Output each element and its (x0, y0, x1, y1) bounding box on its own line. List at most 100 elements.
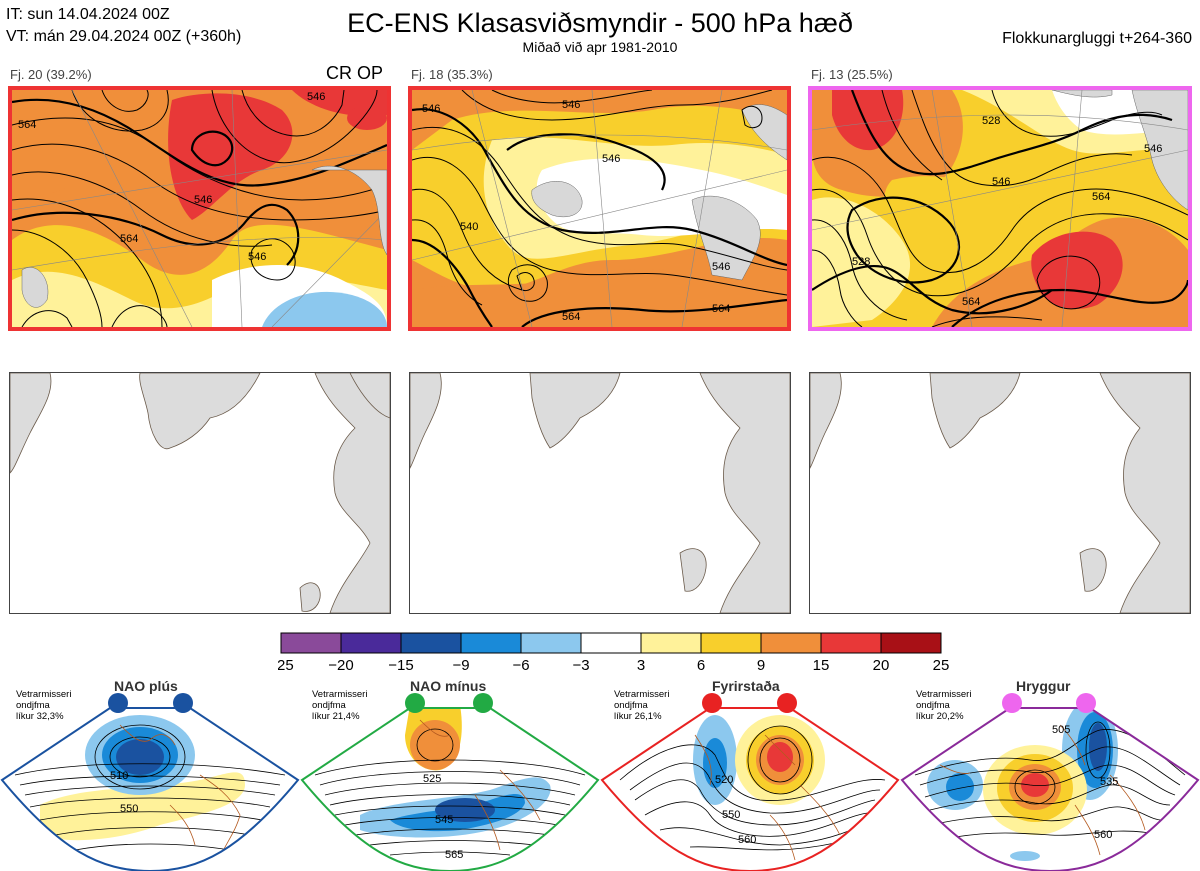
control-map-2[interactable] (409, 372, 791, 614)
legend-tick-label: 9 (757, 657, 765, 674)
contour-label: 546 (422, 103, 440, 115)
cluster-map-1[interactable]: 564 546 546 564 546 (8, 86, 391, 331)
regime-note-line: Vetrarmisseri (312, 689, 368, 700)
cluster-map-2-graphic: 546 546 540 546 546 564 564 (412, 90, 787, 327)
legend-color-box (520, 632, 582, 654)
contour-label: 528 (852, 256, 870, 268)
contour-label: 564 (1092, 191, 1110, 203)
contour-label: 564 (562, 311, 580, 323)
contour-label: 550 (120, 803, 138, 815)
regime-note: Vetrarmisseri ondjfma líkur 32,3% (16, 689, 71, 722)
contour-label: 560 (1094, 829, 1112, 841)
valid-time: VT: mán 29.04.2024 00Z (+360h) (6, 28, 242, 45)
control-map-1[interactable] (9, 372, 391, 614)
cluster-map-3[interactable]: 528 546 564 546 528 564 (808, 86, 1192, 331)
legend-color-box (640, 632, 702, 654)
coastline-map-2 (410, 373, 790, 613)
regime-map-4: 505 535 560 (900, 693, 1200, 871)
contour-label: 510 (110, 770, 128, 782)
contour-label: 560 (738, 834, 756, 846)
legend-tick-label: 20 (873, 657, 890, 674)
contour-label: 565 (445, 849, 463, 861)
cluster-1-label: Fj. 20 (39.2%) (10, 67, 92, 82)
contour-label: 564 (18, 119, 36, 131)
regime-note-line: ondjfma (916, 700, 950, 711)
contour-label: 564 (712, 303, 730, 315)
anomaly-color-legend: −25 −20 −15 −9 −6 −3 3 6 9 15 20 25 (278, 632, 950, 674)
legend-tick-label: −20 (328, 657, 353, 674)
contour-label: 564 (962, 296, 980, 308)
contour-label: 550 (722, 809, 740, 821)
legend-color-box (340, 632, 402, 654)
contour-label: 535 (1100, 776, 1118, 788)
regime-note-line: ondjfma (312, 700, 346, 711)
contour-label: 546 (194, 194, 212, 206)
contour-label: 546 (992, 176, 1010, 188)
cluster-3-label: Fj. 13 (25.5%) (811, 67, 893, 82)
cluster-map-3-graphic: 528 546 564 546 528 564 (812, 90, 1188, 327)
control-map-3[interactable] (809, 372, 1191, 614)
contour-label: 520 (715, 774, 733, 786)
regime-nao-minus[interactable]: NAO mínus Vetrarmisseri ondjfma líkur 21… (300, 675, 600, 871)
regime-note: Vetrarmisseri ondjfma líkur 21,4% (312, 689, 367, 722)
cluster-2-label: Fj. 18 (35.3%) (411, 67, 493, 82)
contour-label: 528 (982, 115, 1000, 127)
contour-label: 546 (307, 91, 325, 103)
legend-color-box (280, 632, 342, 654)
legend-tick-label: −25 (278, 657, 294, 674)
regime-blocking[interactable]: Fyrirstaða Vetrarmisseri ondjfma líkur 2… (600, 675, 900, 871)
regime-note-line: ondjfma (16, 700, 50, 711)
regime-note-line: líkur 21,4% (312, 711, 360, 722)
regime-note-line: Vetrarmisseri (916, 689, 972, 700)
regime-title: NAO plús (114, 678, 178, 694)
regime-note-line: líkur 32,3% (16, 711, 64, 722)
contour-label: 546 (1144, 143, 1162, 155)
legend-tick-label: −9 (452, 657, 469, 674)
regime-note-line: ondjfma (614, 700, 648, 711)
regime-map-3: 520 550 560 (600, 693, 900, 871)
init-time: IT: sun 14.04.2024 00Z (6, 6, 170, 23)
legend-tick-label: −6 (512, 657, 529, 674)
cluster-1-tag: CR OP (326, 63, 384, 83)
legend-tick-label: 15 (813, 657, 830, 674)
cluster-map-1-graphic: 564 546 546 564 546 (12, 90, 387, 327)
regime-note-line: Vetrarmisseri (614, 689, 670, 700)
regime-note-line: líkur 26,1% (614, 711, 662, 722)
regime-map-1: 510 550 (0, 693, 300, 871)
legend-tick-label: 3 (637, 657, 645, 674)
regime-map-2: 525 545 565 (300, 693, 600, 871)
page-subtitle: Miðað við apr 1981-2010 (522, 39, 678, 55)
contour-label: 546 (602, 153, 620, 165)
contour-label: 564 (120, 233, 138, 245)
legend-color-box (760, 632, 822, 654)
contour-label: 525 (423, 773, 441, 785)
cluster-window: Flokkunargluggi t+264-360 (1002, 30, 1192, 47)
cluster-map-2[interactable]: 546 546 540 546 546 564 564 (408, 86, 791, 331)
legend-tick-label: −3 (572, 657, 589, 674)
regime-note: Vetrarmisseri ondjfma líkur 26,1% (614, 689, 669, 722)
legend-tick-label: 25 (933, 657, 950, 674)
regime-note: Vetrarmisseri ondjfma líkur 20,2% (916, 689, 971, 722)
regime-title: Fyrirstaða (712, 678, 780, 694)
contour-label: 505 (1052, 724, 1070, 736)
contour-label: 546 (712, 261, 730, 273)
legend-color-box (580, 632, 642, 654)
regime-title: NAO mínus (410, 678, 487, 694)
regime-note-line: Vetrarmisseri (16, 689, 72, 700)
contour-label: 545 (435, 814, 453, 826)
legend-color-box (700, 632, 762, 654)
legend-tick-label: −15 (388, 657, 413, 674)
contour-label: 546 (248, 251, 266, 263)
regime-nao-plus[interactable]: NAO plús Vetrarmisseri ondjfma líkur 32,… (0, 675, 300, 871)
page-title: EC-ENS Klasasviðsmyndir - 500 hPa hæð (347, 8, 853, 38)
header-dates: IT: sun 14.04.2024 00Z VT: mán 29.04.202… (6, 4, 241, 48)
coastline-map-3 (810, 373, 1190, 613)
legend-color-box (400, 632, 462, 654)
legend-tick-label: 6 (697, 657, 705, 674)
legend-color-box (880, 632, 942, 654)
regime-title: Hryggur (1016, 678, 1071, 694)
contour-label: 540 (460, 221, 478, 233)
regime-ridge[interactable]: Hryggur Vetrarmisseri ondjfma líkur 20,2… (900, 675, 1200, 871)
legend-color-box (460, 632, 522, 654)
contour-label: 546 (562, 99, 580, 111)
